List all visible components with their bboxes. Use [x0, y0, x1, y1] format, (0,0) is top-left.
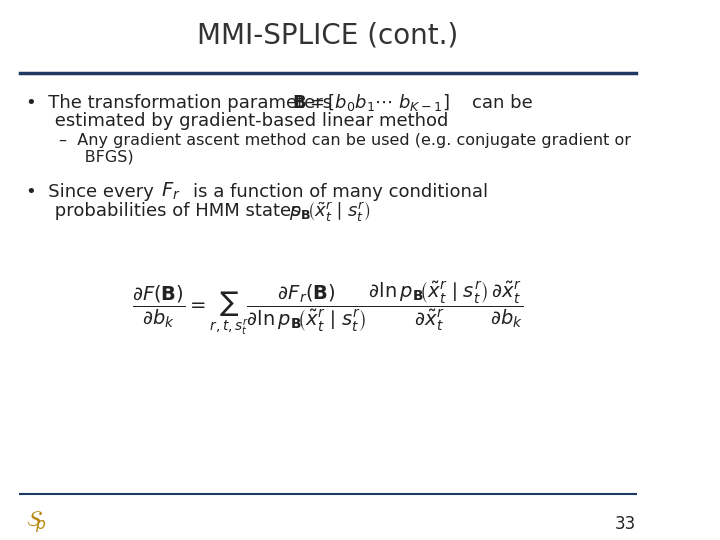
Text: •  Since every: • Since every: [26, 183, 154, 201]
Text: $\mathcal{S}_{\!\!p}$: $\mathcal{S}_{\!\!p}$: [26, 509, 47, 535]
Text: –  Any gradient ascent method can be used (e.g. conjugate gradient or: – Any gradient ascent method can be used…: [59, 133, 631, 148]
Text: probabilities of HMM states: probabilities of HMM states: [26, 201, 301, 220]
Text: 33: 33: [615, 515, 636, 533]
Text: MMI-SPLICE (cont.): MMI-SPLICE (cont.): [197, 21, 459, 49]
Text: $p_{\mathbf{B}}\!\left(\tilde{x}_t^r \mid s_t^r\right)$: $p_{\mathbf{B}}\!\left(\tilde{x}_t^r \mi…: [289, 200, 370, 224]
Text: estimated by gradient-based linear method: estimated by gradient-based linear metho…: [26, 112, 449, 131]
Text: is a function of many conditional: is a function of many conditional: [194, 183, 489, 201]
Text: $\mathbf{B} = [b_0 b_1 \cdots\ b_{K-1}]$: $\mathbf{B} = [b_0 b_1 \cdots\ b_{K-1}]$: [292, 92, 449, 113]
Text: •  The transformation parameters: • The transformation parameters: [26, 93, 333, 112]
Text: BFGS): BFGS): [59, 149, 134, 164]
Text: $F_r$: $F_r$: [161, 181, 180, 202]
Text: can be: can be: [472, 93, 533, 112]
Text: $\dfrac{\partial F(\mathbf{B})}{\partial b_k} = \sum_{r,t,s_t^r} \dfrac{\partial: $\dfrac{\partial F(\mathbf{B})}{\partial…: [132, 279, 523, 336]
